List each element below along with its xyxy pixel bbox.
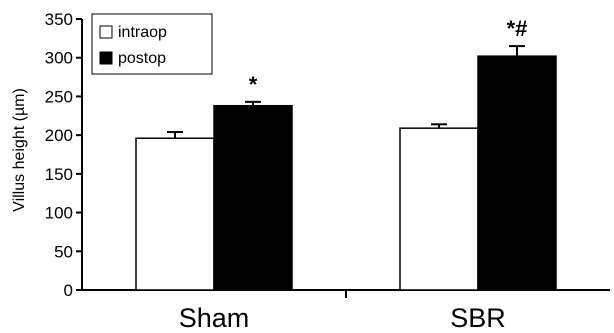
legend-label-postop: postop <box>118 50 166 67</box>
bars: * *# <box>135 16 557 291</box>
bar-intraop <box>399 127 479 291</box>
bar-intraop <box>135 137 215 291</box>
legend-label-intraop: intraop <box>118 24 167 41</box>
legend: intraop postop <box>91 13 213 75</box>
y-tick-label: 350 <box>45 10 73 29</box>
y-tick-label: 100 <box>45 204 73 223</box>
significance-annotation: * <box>249 72 258 97</box>
y-tick-label: 150 <box>45 165 73 184</box>
y-axis-label: Villus height (µm) <box>11 88 28 212</box>
bar-postop <box>477 55 557 291</box>
x-category-label: SBR <box>450 303 506 333</box>
y-tick-label: 250 <box>45 87 73 106</box>
y-tick-label: 200 <box>45 126 73 145</box>
y-tick-label: 300 <box>45 49 73 68</box>
significance-annotation: *# <box>507 16 528 41</box>
x-category-label: Sham <box>179 303 250 333</box>
legend-swatch-postop <box>99 51 113 65</box>
y-tick-label: 0 <box>64 281 73 300</box>
bar-postop <box>213 104 293 291</box>
y-tick-label: 50 <box>54 242 73 261</box>
axes: 0 50 100 150 200 250 300 350 Sham SBR <box>45 10 610 333</box>
legend-swatch-intraop <box>99 25 113 39</box>
